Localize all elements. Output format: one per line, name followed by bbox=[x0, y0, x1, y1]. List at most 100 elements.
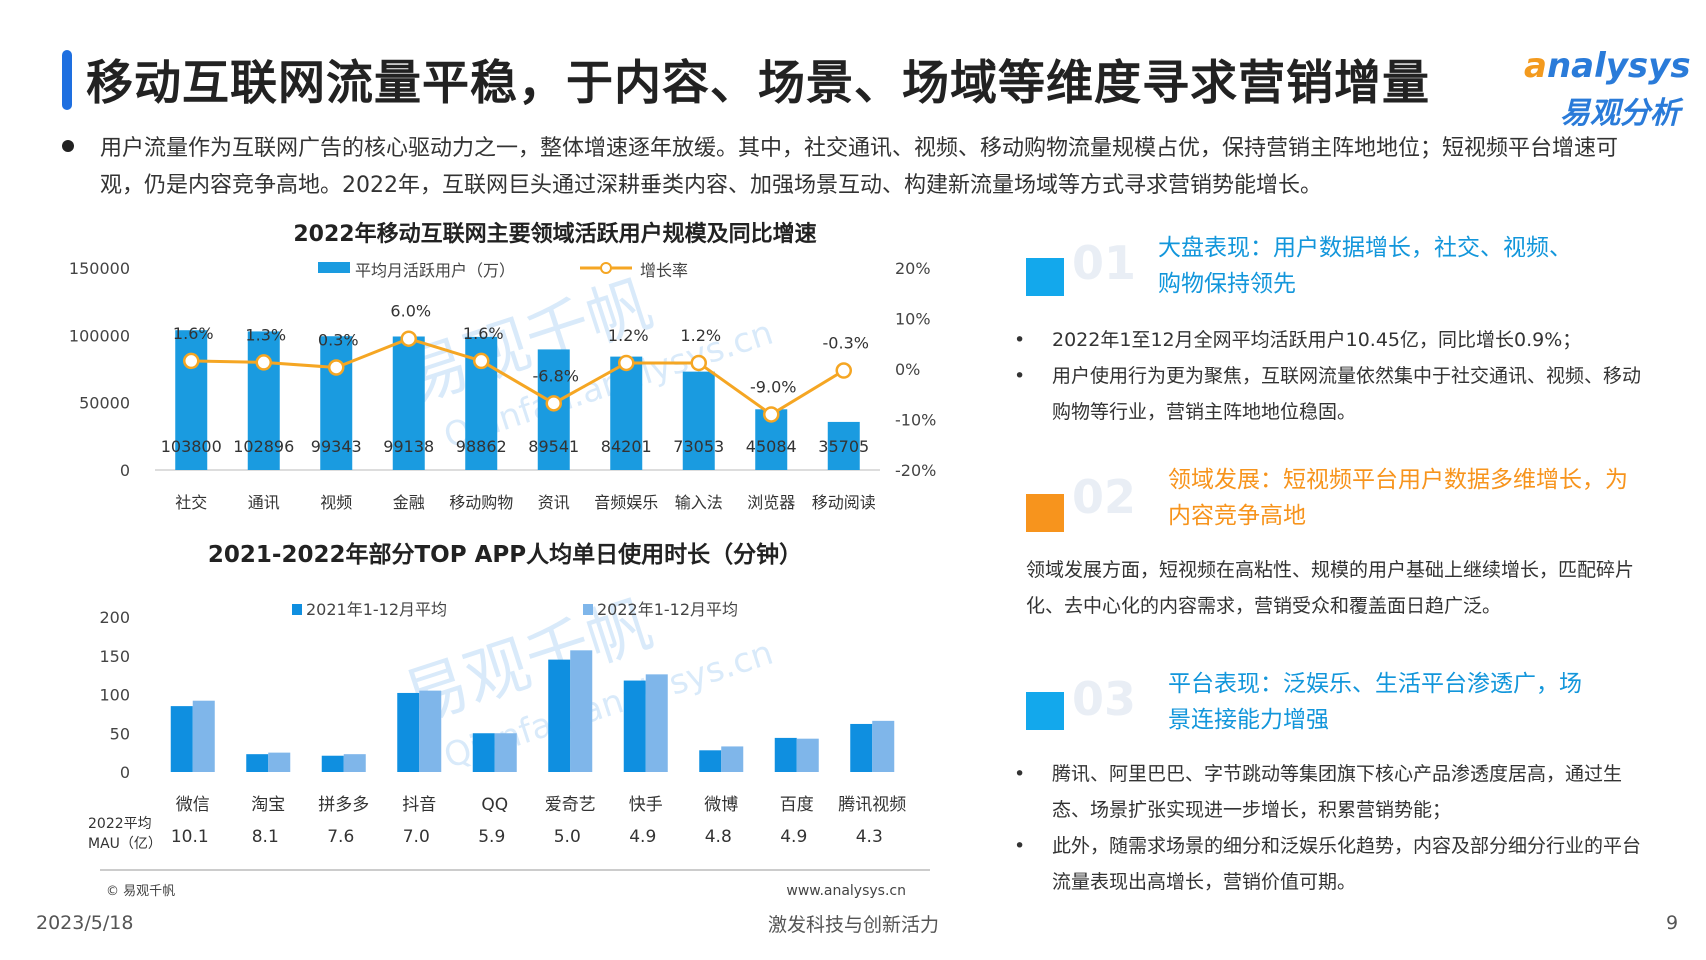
bar-2022 bbox=[268, 752, 291, 772]
bar-2021 bbox=[246, 754, 269, 772]
x-tick-label: QQ bbox=[481, 795, 508, 815]
growth-value-label: 1.6% bbox=[463, 324, 504, 343]
analysys-logo-cn: 易观分析 bbox=[1560, 96, 1680, 131]
section-marker-square bbox=[1026, 258, 1064, 296]
x-tick-label: 移动阅读 bbox=[812, 493, 876, 512]
bar-2021 bbox=[623, 680, 646, 772]
growth-value-label: 1.2% bbox=[680, 326, 721, 345]
bar-value-label: 45084 bbox=[746, 437, 797, 456]
bar-value-label: 98862 bbox=[456, 437, 507, 456]
x-tick-label: 淘宝 bbox=[251, 795, 285, 815]
chart-source-right: www.analysys.cn bbox=[786, 883, 906, 899]
bar-mau bbox=[682, 371, 715, 470]
analysys-logo: analysys bbox=[1524, 46, 1691, 86]
mau-value: 10.1 bbox=[171, 827, 209, 847]
growth-value-label: 1.2% bbox=[608, 326, 649, 345]
bar-2021 bbox=[472, 733, 495, 772]
y-tick-label: 150 bbox=[99, 647, 130, 666]
y-right-tick-label: 10% bbox=[895, 310, 931, 329]
legend-label-2022: 2022年1-12月平均 bbox=[597, 600, 738, 619]
y-tick-label: 100 bbox=[99, 686, 130, 705]
bar-2022 bbox=[721, 746, 744, 772]
legend-swatch-2022 bbox=[583, 604, 593, 615]
bar-2022 bbox=[872, 720, 895, 772]
bar-2021 bbox=[699, 750, 722, 772]
legend-label-growth: 增长率 bbox=[640, 261, 688, 280]
bar-2022 bbox=[419, 690, 442, 772]
bar-value-label: 103800 bbox=[161, 437, 222, 456]
x-tick-label: 拼多多 bbox=[318, 795, 369, 815]
growth-value-label: -6.8% bbox=[533, 366, 579, 385]
x-tick-label: 腾讯视频 bbox=[838, 795, 906, 815]
page-title: 移动互联网流量平稳，于内容、场景、场域等维度寻求营销增量 bbox=[86, 56, 1430, 111]
mau-value: 4.3 bbox=[856, 827, 883, 847]
bar-2022 bbox=[645, 674, 668, 772]
x-tick-label: 社交 bbox=[175, 493, 207, 512]
bar-2021 bbox=[321, 755, 344, 772]
section-number: 01 bbox=[1072, 236, 1137, 290]
x-tick-label: 爱奇艺 bbox=[545, 795, 596, 815]
mau-value: 4.9 bbox=[780, 827, 807, 847]
chart2-title: 2021-2022年部分TOP APP人均单日使用时长（分钟） bbox=[208, 541, 802, 568]
section-marker-square bbox=[1026, 494, 1064, 532]
bar-2022 bbox=[192, 700, 215, 772]
bar-mau bbox=[610, 356, 643, 470]
section-body: 领域发展方面，短视频在高粘性、规模的用户基础上继续增长，匹配碎片化、去中心化的内… bbox=[1026, 559, 1635, 617]
section-heading: 领域发展：短视频平台用户数据多维增长，为内容竞争高地 bbox=[1168, 467, 1628, 529]
y-right-tick-label: -10% bbox=[895, 411, 936, 430]
growth-point bbox=[473, 352, 490, 370]
growth-value-label: 0.3% bbox=[318, 330, 359, 349]
charts-area: 易观千帆Qianfan.analysys.cn易观千帆Qianfan.analy… bbox=[69, 221, 936, 899]
x-tick-label: 视频 bbox=[320, 493, 352, 512]
summary-text: 用户流量作为互联网广告的核心驱动力之一，整体增速逐年放缓。其中，社交通讯、视频、… bbox=[100, 136, 1619, 198]
section-body: 2022年1至12月全网平均活跃用户10.45亿，同比增长0.9%；用户使用行为… bbox=[1014, 322, 1654, 430]
section-heading: 大盘表现：用户数据增长，社交、视频、购物保持领先 bbox=[1158, 235, 1572, 297]
x-tick-label: 微博 bbox=[704, 795, 738, 815]
y-right-tick-label: 0% bbox=[895, 360, 920, 379]
x-tick-label: 百度 bbox=[780, 795, 814, 815]
bar-mau bbox=[320, 336, 353, 470]
x-tick-label: 快手 bbox=[629, 795, 663, 815]
section-body: 腾讯、阿里巴巴、字节跳动等集团旗下核心产品渗透度居高，通过生态、场景扩张实现进一… bbox=[1014, 756, 1654, 900]
footer-date: 2023/5/18 bbox=[36, 912, 134, 934]
bar-2022 bbox=[570, 650, 593, 772]
section-number: 02 bbox=[1072, 470, 1137, 524]
mau-value: 5.9 bbox=[478, 827, 505, 847]
bar-value-label: 99343 bbox=[311, 437, 362, 456]
bar-2022 bbox=[343, 754, 366, 772]
bar-2021 bbox=[397, 692, 420, 772]
section-bullet: 2022年1至12月全网平均活跃用户10.45亿，同比增长0.9%； bbox=[1014, 322, 1654, 358]
legend-label-2021: 2021年1-12月平均 bbox=[306, 600, 447, 619]
mau-value: 7.6 bbox=[327, 827, 354, 847]
bar-value-label: 102896 bbox=[233, 437, 294, 456]
growth-value-label: 6.0% bbox=[390, 302, 431, 321]
bar-value-label: 35705 bbox=[818, 437, 869, 456]
growth-point bbox=[545, 395, 562, 412]
mau-value: 8.1 bbox=[252, 827, 279, 847]
summary-bullet bbox=[62, 140, 74, 152]
bar-2022 bbox=[494, 733, 517, 772]
legend-swatch-mau bbox=[318, 262, 350, 273]
growth-point bbox=[618, 354, 635, 372]
bar-2021 bbox=[774, 737, 797, 772]
y-left-tick-label: 50000 bbox=[79, 394, 130, 413]
y-tick-label: 0 bbox=[120, 763, 130, 782]
growth-point bbox=[255, 354, 272, 371]
section-bullet: 腾讯、阿里巴巴、字节跳动等集团旗下核心产品渗透度居高，通过生态、场景扩张实现进一… bbox=[1014, 756, 1654, 828]
section-marker-square bbox=[1026, 692, 1064, 730]
growth-value-label: -0.3% bbox=[823, 334, 869, 353]
x-tick-label: 输入法 bbox=[675, 493, 723, 512]
legend-marker-growth bbox=[600, 262, 612, 274]
bar-mau bbox=[392, 336, 425, 470]
chart-app-usage: 2021-2022年部分TOP APP人均单日使用时长（分钟） 2021年1-12… bbox=[88, 541, 930, 899]
y-left-tick-label: 0 bbox=[120, 461, 130, 480]
x-tick-label: 抖音 bbox=[402, 795, 436, 815]
growth-value-label: 1.3% bbox=[245, 325, 286, 344]
chart-source-left: © 易观千帆 bbox=[106, 884, 175, 899]
growth-point bbox=[690, 354, 707, 372]
bar-2021 bbox=[548, 659, 571, 772]
bar-2021 bbox=[850, 723, 873, 772]
growth-point bbox=[400, 330, 417, 347]
growth-point bbox=[183, 352, 200, 370]
x-tick-label: 移动购物 bbox=[449, 493, 513, 512]
